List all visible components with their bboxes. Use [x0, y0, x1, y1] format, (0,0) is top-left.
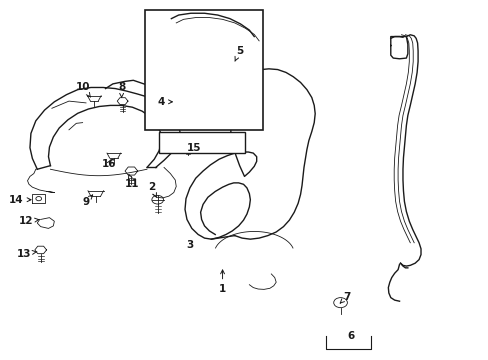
Text: 9: 9 [82, 195, 93, 207]
Text: 2: 2 [148, 182, 156, 198]
Text: 10: 10 [75, 82, 90, 97]
Text: 15: 15 [186, 143, 201, 153]
Text: 4: 4 [158, 97, 172, 107]
Text: 16: 16 [102, 159, 116, 169]
Text: 5: 5 [234, 46, 243, 61]
Text: 6: 6 [346, 331, 354, 341]
Text: 11: 11 [125, 175, 139, 189]
Bar [159, 132, 244, 153]
Text: 3: 3 [186, 239, 193, 249]
Text: 14: 14 [9, 195, 31, 205]
Text: 8: 8 [118, 82, 125, 98]
Text: 7: 7 [340, 292, 350, 303]
Text: 12: 12 [19, 216, 39, 226]
Bar [144, 10, 263, 130]
Text: 13: 13 [17, 248, 37, 258]
Text: 1: 1 [219, 270, 226, 294]
